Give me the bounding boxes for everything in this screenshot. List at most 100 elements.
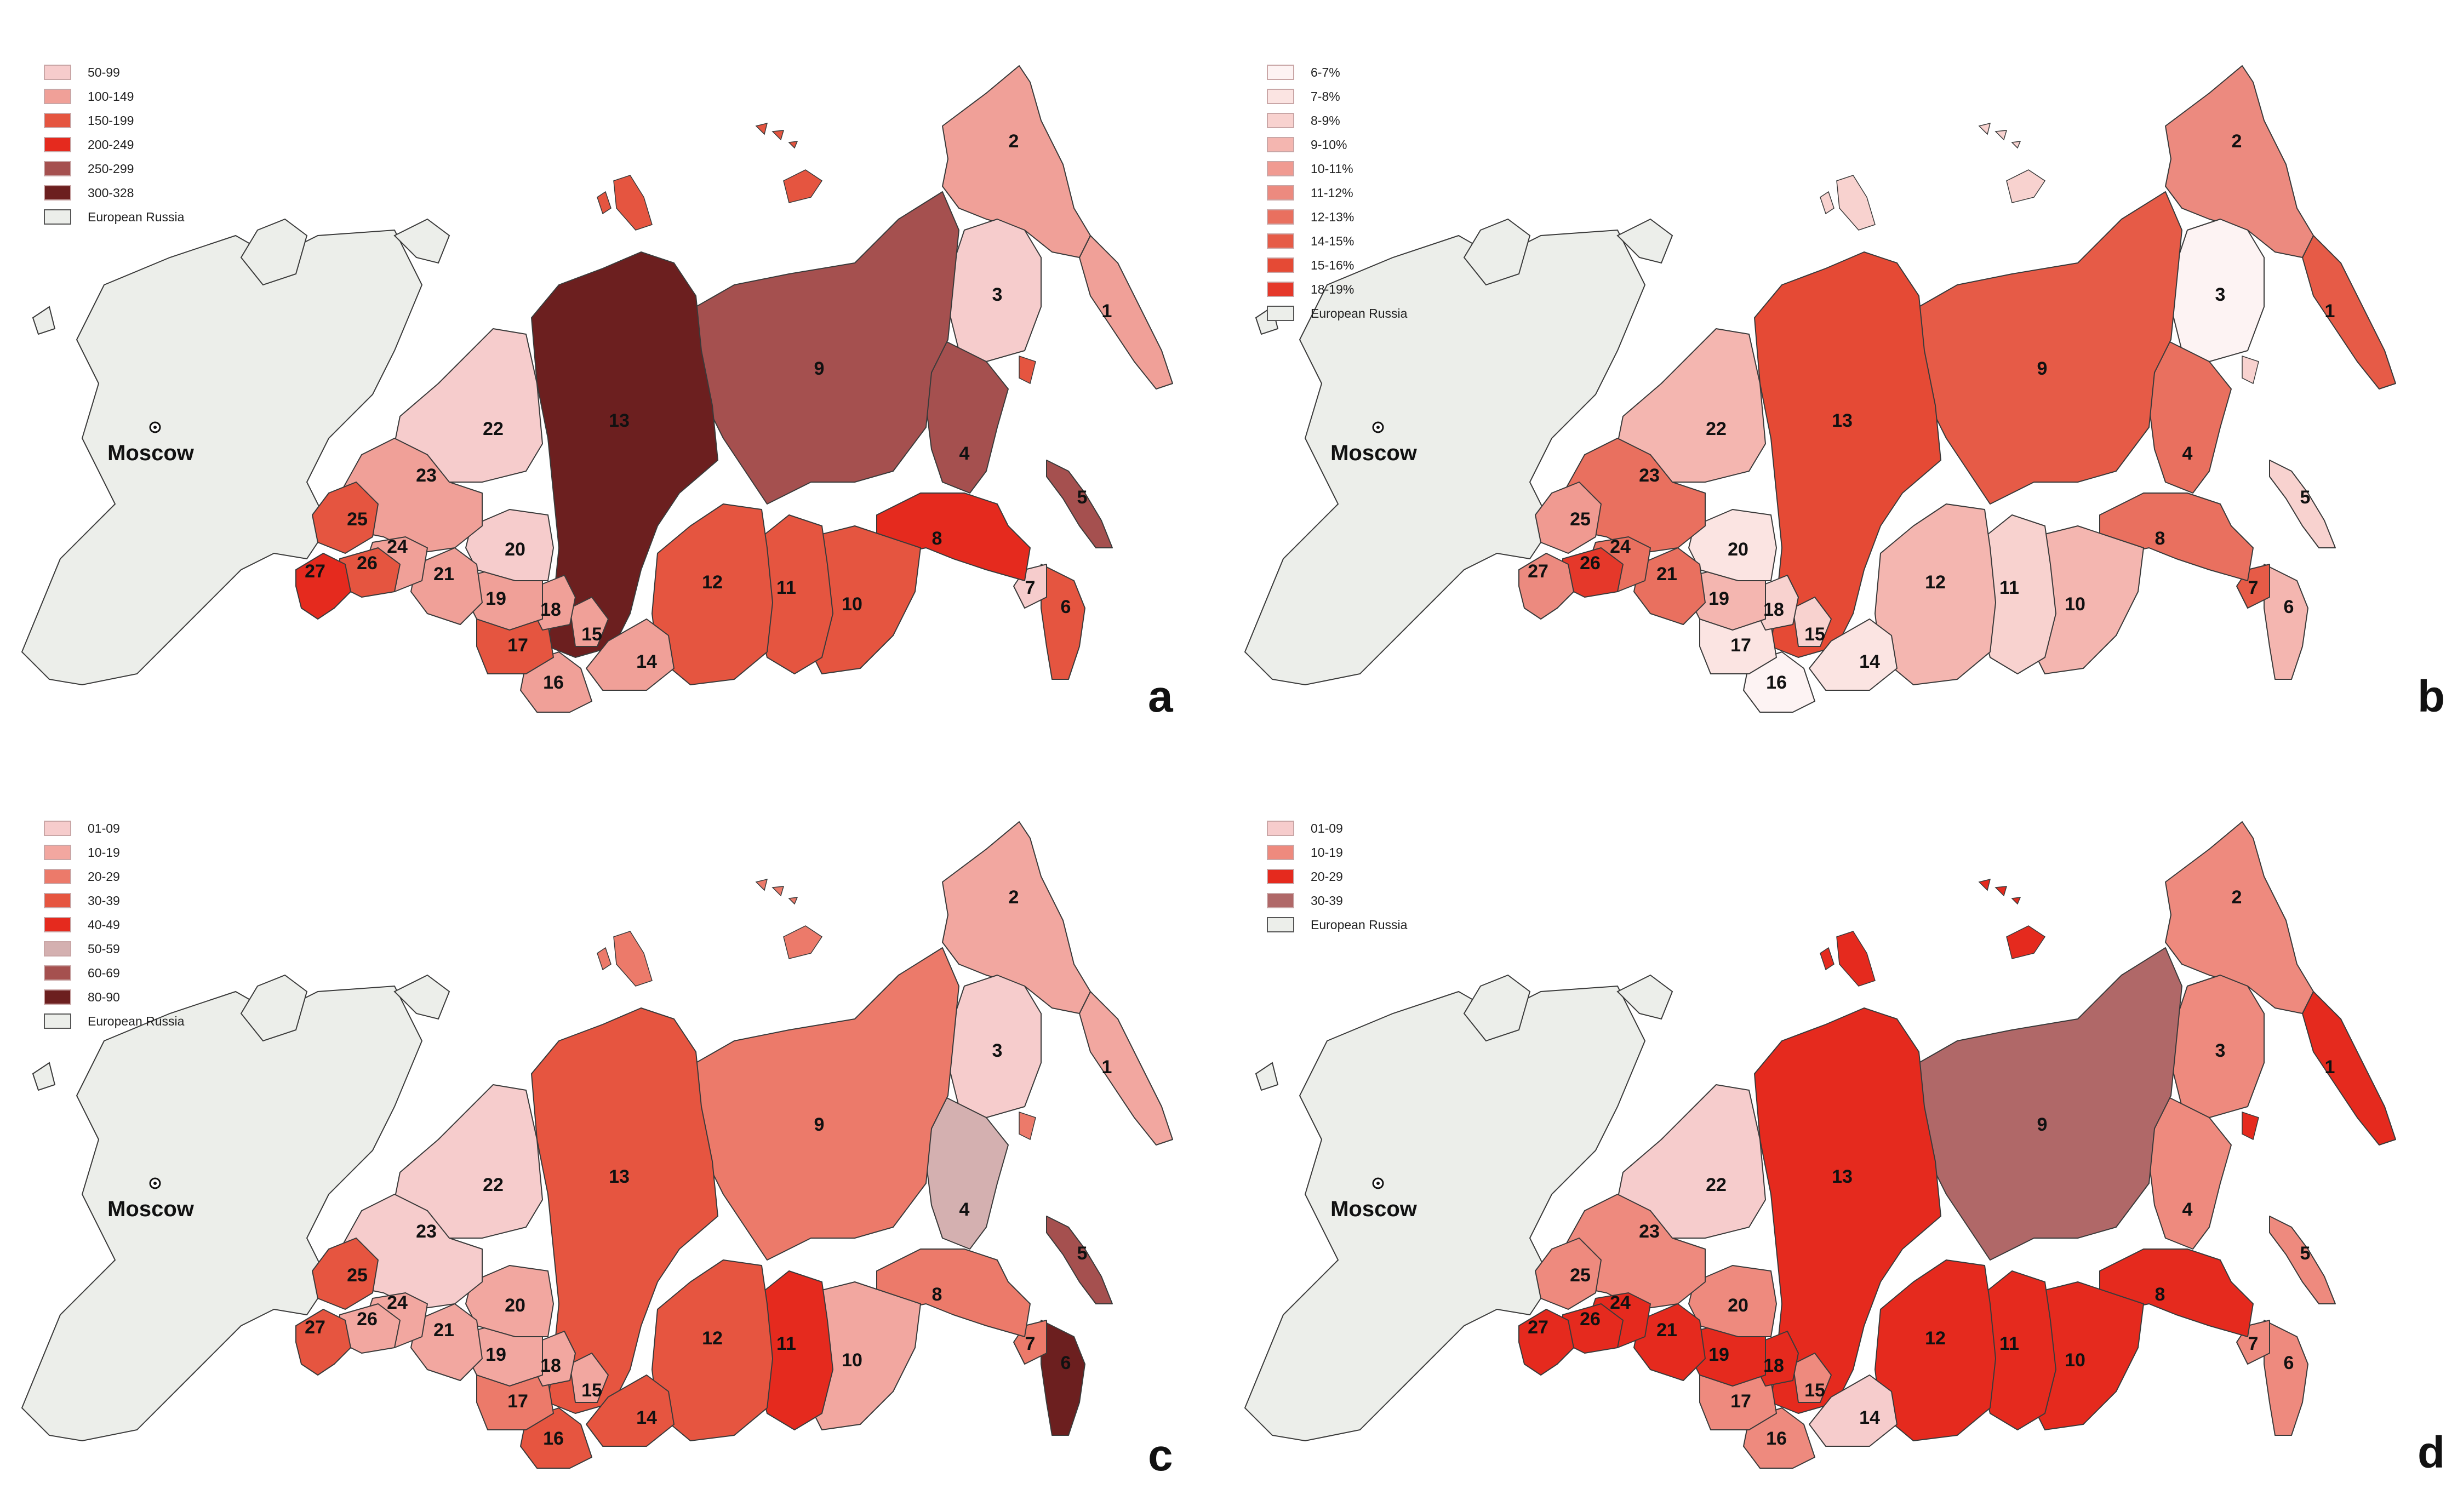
- legend-swatch: [1267, 845, 1294, 860]
- legend-swatch: [44, 161, 71, 176]
- region-label-19: 19: [1708, 1344, 1729, 1365]
- map-panel-d: 1 2 3 4 5 6 7 8 9 10 11 12 13 14 15 16 17 18 19 20 21 22 23 24 2…: [1223, 756, 2446, 1512]
- region-label-26: 26: [357, 553, 378, 574]
- region-13: [1754, 251, 1941, 658]
- region-label-14: 14: [1859, 1407, 1880, 1428]
- region-label-6: 6: [2284, 1353, 2294, 1373]
- legend-label: 01-09: [88, 821, 120, 835]
- legend-swatch: [44, 941, 71, 957]
- region-27: [295, 553, 351, 620]
- region-label-7: 7: [2248, 1333, 2259, 1354]
- region-label-12: 12: [702, 572, 723, 593]
- island-shape: [1978, 122, 1991, 135]
- legend-swatch: [44, 137, 71, 152]
- legend-label: 100-149: [88, 89, 134, 104]
- region-label-25: 25: [347, 509, 368, 530]
- region-label-5: 5: [2300, 487, 2311, 508]
- legend-label: European Russia: [1311, 306, 1408, 320]
- region-label-2: 2: [1009, 131, 1019, 152]
- legend-swatch: [1267, 137, 1294, 152]
- island-shape: [783, 925, 823, 959]
- legend-label: 10-19: [88, 845, 120, 860]
- legend-swatch: [1267, 257, 1294, 273]
- island-shape: [1994, 886, 2008, 897]
- region-label-26: 26: [1580, 553, 1601, 574]
- region-label-17: 17: [507, 1391, 528, 1412]
- island-shape: [1978, 878, 1991, 891]
- legend-label: 40-49: [88, 918, 120, 932]
- region-label-21: 21: [433, 564, 454, 585]
- legend-label: 6-7%: [1311, 65, 1340, 79]
- region-15: [1792, 597, 1832, 647]
- region-5: [2269, 1216, 2336, 1304]
- region-6: [2264, 1320, 2308, 1436]
- european-russia-area: [21, 229, 423, 686]
- island-shape: [788, 141, 798, 149]
- region-label-17: 17: [1730, 1391, 1751, 1412]
- region-label-11: 11: [776, 1333, 796, 1354]
- region-label-23: 23: [1639, 1221, 1660, 1242]
- legend-label: 150-199: [88, 113, 134, 128]
- region-label-17: 17: [507, 635, 528, 656]
- legend-label: 250-299: [88, 162, 134, 176]
- region-15: [1792, 1353, 1832, 1403]
- region-label-27: 27: [1528, 1317, 1548, 1338]
- region-label-23: 23: [1639, 465, 1660, 486]
- region-label-4: 4: [2182, 443, 2193, 464]
- legend-swatch: [1267, 209, 1294, 225]
- region-label-8: 8: [2155, 1284, 2165, 1305]
- map-svg: 1234567891011121314151617181920212223242…: [1244, 65, 2396, 713]
- island-shape: [597, 191, 612, 215]
- legend-label: European Russia: [1311, 918, 1408, 932]
- european-russia-area: [1244, 229, 1646, 686]
- legend-swatch: [44, 917, 71, 932]
- region-2: [2165, 65, 2314, 258]
- legend-label: 11-12%: [1311, 186, 1353, 200]
- legend-label: European Russia: [88, 210, 185, 224]
- legend-label: 7-8%: [1311, 89, 1340, 104]
- island-shape: [2242, 355, 2259, 385]
- region-label-13: 13: [1832, 410, 1853, 431]
- legend-swatch: [1267, 113, 1294, 128]
- legend-swatch: [1267, 161, 1294, 176]
- region-label-20: 20: [505, 539, 525, 560]
- region-label-13: 13: [609, 410, 630, 431]
- region-21: [410, 547, 483, 625]
- european-russia-island: [1255, 1062, 1279, 1091]
- region-label-12: 12: [702, 1328, 723, 1349]
- legend-swatch: [1267, 282, 1294, 297]
- region-2: [942, 821, 1091, 1014]
- european-russia-island: [1463, 218, 1531, 286]
- region-label-6: 6: [2284, 597, 2294, 617]
- region-4: [2148, 339, 2232, 494]
- island-shape: [755, 122, 768, 135]
- moscow-marker: [149, 1177, 161, 1189]
- region-label-11: 11: [1999, 577, 2019, 598]
- legend-swatch: [1267, 233, 1294, 249]
- region-label-18: 18: [540, 599, 561, 620]
- region-2: [942, 65, 1091, 258]
- region-label-15: 15: [581, 624, 602, 645]
- region-label-20: 20: [1728, 1295, 1748, 1316]
- legend-label: European Russia: [88, 1014, 185, 1028]
- region-6: [2264, 564, 2308, 680]
- region-label-18: 18: [1763, 599, 1784, 620]
- region-6: [1041, 1320, 1085, 1436]
- region-13: [531, 1007, 718, 1414]
- region-label-22: 22: [1706, 419, 1727, 439]
- region-label-24: 24: [1610, 1292, 1631, 1313]
- legend-swatch: [1267, 821, 1294, 836]
- region-label-5: 5: [1077, 1243, 1088, 1264]
- island-shape: [613, 931, 653, 987]
- region-label-12: 12: [1925, 572, 1946, 593]
- region-label-22: 22: [1706, 1175, 1727, 1195]
- region-label-18: 18: [1763, 1355, 1784, 1376]
- region-label-22: 22: [483, 419, 504, 439]
- region-label-1: 1: [2325, 301, 2335, 322]
- map-panel-a: 1 2 3 4 5 6 7 8 9 10 11 12 13 14 15 16 17 18 19 20 21 22 23 24 2…: [0, 0, 1223, 756]
- region-5: [1046, 460, 1113, 548]
- region-label-3: 3: [2215, 1040, 2226, 1061]
- region-1: [2302, 991, 2396, 1146]
- region-label-18: 18: [540, 1355, 561, 1376]
- moscow-label: Moscow: [107, 441, 195, 465]
